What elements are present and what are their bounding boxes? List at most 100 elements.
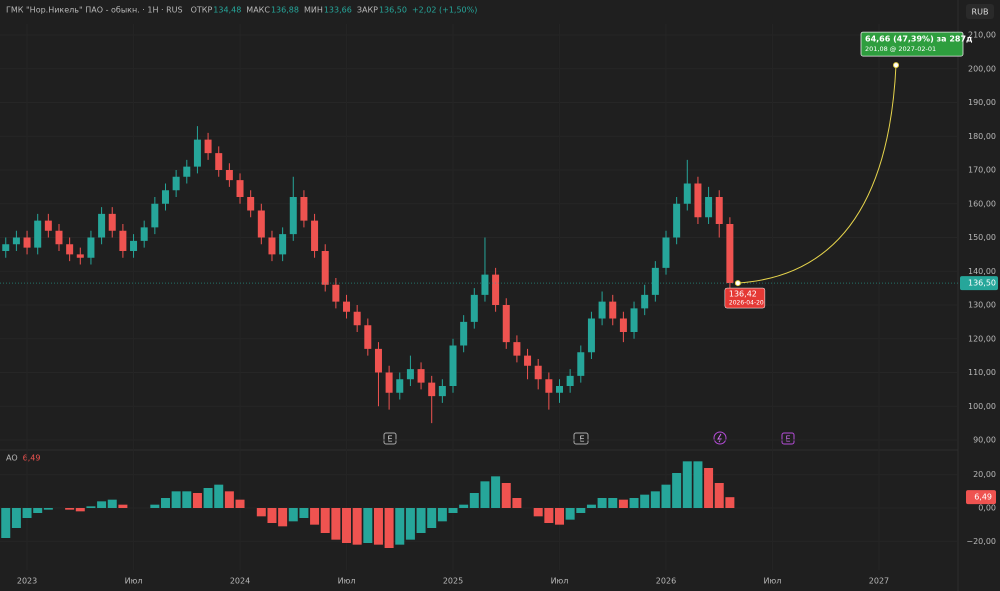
- candle-body: [12, 237, 20, 245]
- candle-body: [225, 170, 233, 181]
- dividend-icon[interactable]: [713, 431, 727, 445]
- candle-body: [428, 382, 436, 397]
- ao-bar: [693, 461, 703, 508]
- ao-bar: [97, 501, 107, 508]
- event-label[interactable]: E: [387, 435, 392, 444]
- candle-body: [513, 342, 521, 356]
- x-tick-label: 2024: [230, 577, 250, 586]
- candle-body: [183, 166, 191, 177]
- ao-bar: [192, 493, 202, 508]
- change: +2,02 (+1,50%): [412, 6, 477, 15]
- candle-body: [268, 237, 276, 255]
- ao-bar: [65, 508, 75, 510]
- candle-body: [587, 318, 595, 353]
- ao-bar: [576, 508, 586, 513]
- projection-box: [860, 31, 964, 57]
- candle-body: [311, 220, 319, 251]
- candle-body: [193, 139, 201, 167]
- candle-body: [257, 210, 265, 238]
- candle-body: [502, 305, 510, 343]
- field-label: МАКС: [246, 6, 270, 15]
- candle-body: [289, 197, 297, 235]
- ao-bar: [22, 508, 32, 518]
- candle-body: [662, 237, 670, 268]
- ao-value-label: 6,49: [974, 493, 992, 502]
- candle-body: [66, 244, 74, 255]
- ao-bar: [480, 481, 490, 508]
- candle-body: [396, 379, 404, 393]
- y-tick-label: 150,00: [968, 233, 996, 242]
- ao-bar: [363, 508, 373, 543]
- x-tick-label: Июл: [338, 577, 356, 586]
- ao-bar: [171, 491, 181, 508]
- candle-body: [577, 352, 585, 376]
- candle-body: [406, 369, 414, 380]
- ao-bar: [235, 499, 245, 508]
- ao-bar: [160, 498, 170, 508]
- candle-body: [161, 190, 169, 204]
- candle-body: [343, 301, 351, 312]
- candle-body: [726, 224, 734, 284]
- candle-body: [715, 197, 723, 224]
- candle-body: [683, 183, 691, 204]
- ao-bar: [469, 493, 479, 508]
- candle-body: [566, 375, 574, 386]
- low-marker-box: [724, 287, 766, 309]
- indicator-value: 6,49: [23, 454, 41, 463]
- candle-body: [694, 183, 702, 218]
- candle-body: [151, 203, 159, 228]
- y-tick-label: −20,00: [966, 537, 996, 546]
- indicator-title: AO: [6, 454, 18, 463]
- candle-body: [23, 237, 31, 248]
- ao-bar: [427, 508, 437, 528]
- ao-bar: [618, 499, 628, 508]
- ao-bar: [640, 494, 650, 508]
- ao-bar: [107, 499, 117, 508]
- field-value: 133,66: [324, 6, 352, 15]
- ao-bar: [352, 508, 362, 545]
- ao-bar: [554, 508, 564, 525]
- field-value: 136,50: [379, 6, 407, 15]
- ao-bar: [75, 508, 85, 512]
- last-price-tag: [960, 276, 998, 291]
- y-tick-label: 90,00: [973, 436, 996, 445]
- ao-bar: [437, 508, 447, 522]
- event-box[interactable]: [781, 432, 795, 445]
- candle-body: [524, 355, 532, 366]
- y-tick-label: 110,00: [968, 368, 996, 377]
- y-tick-label: 170,00: [968, 166, 996, 175]
- event-label[interactable]: E: [785, 435, 790, 444]
- ao-bar: [714, 483, 724, 508]
- candle-body: [534, 365, 542, 380]
- candle-body: [651, 267, 659, 295]
- currency[interactable]: RUB: [972, 8, 989, 17]
- ao-bar: [416, 508, 426, 533]
- field-label: МИН: [304, 6, 323, 15]
- candle-body: [130, 240, 138, 251]
- x-tick-label: 2023: [17, 577, 37, 586]
- candle-body: [364, 325, 372, 349]
- candle-body: [236, 180, 244, 197]
- ao-bar: [448, 508, 458, 513]
- ao-bar: [278, 508, 288, 527]
- ao-bar: [491, 476, 501, 508]
- candle-body: [438, 386, 446, 397]
- candle-body: [630, 308, 638, 332]
- field-value: 136,88: [271, 6, 299, 15]
- event-label[interactable]: E: [579, 435, 584, 444]
- event-box[interactable]: [383, 432, 397, 445]
- ao-bar: [299, 508, 309, 518]
- header: ГМК "Нор.Никель" ПАО - обыкн. · 1H · RUS…: [6, 6, 477, 15]
- candle-body: [673, 203, 681, 238]
- x-tick-label: Июл: [551, 577, 569, 586]
- x-tick-label: Июл: [125, 577, 143, 586]
- ao-bar: [267, 508, 277, 523]
- y-tick-label: 0,00: [978, 504, 996, 513]
- candle-body: [492, 274, 500, 305]
- candle-body: [2, 244, 10, 251]
- candle-body: [279, 234, 287, 255]
- ao-bar: [650, 491, 660, 508]
- currency-button[interactable]: [966, 4, 994, 19]
- event-box[interactable]: [573, 432, 589, 445]
